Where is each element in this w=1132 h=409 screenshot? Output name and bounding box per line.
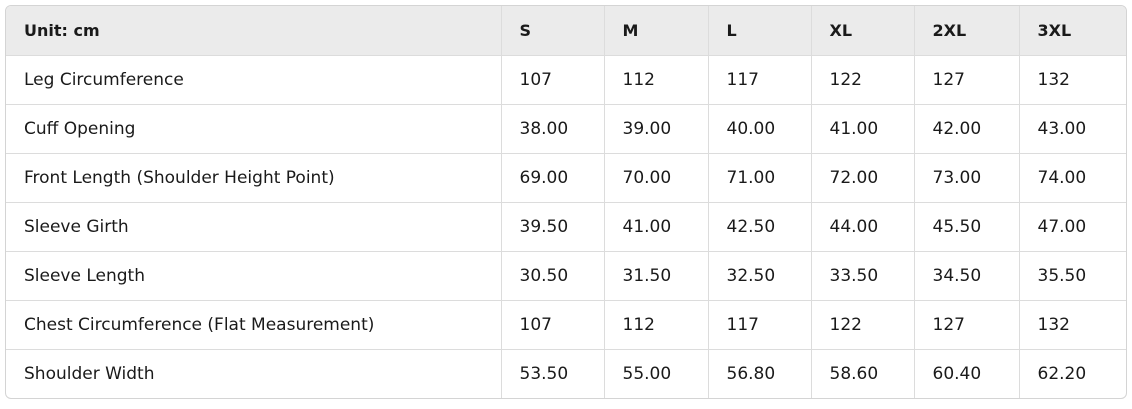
size-value: 69.00 — [500, 152, 604, 202]
table-row: Chest Circumference (Flat Measurement) 10… — [6, 299, 1126, 349]
table-body: Leg Circumference 107 112 117 122 127 132 Cuff … — [6, 54, 1126, 398]
size-value: 112 — [603, 299, 708, 349]
size-value: 117 — [707, 54, 811, 104]
header-cell: Unit: cm — [6, 6, 501, 55]
size-value: 31.50 — [603, 250, 708, 300]
size-value: 73.00 — [913, 152, 1019, 202]
header-cell: L — [707, 6, 811, 55]
table-row: Sleeve Girth 39.50 41.00 42.50 44.00 45.50 47.… — [6, 201, 1126, 251]
row-label: Front Length (Shoulder Height Point) — [6, 152, 501, 202]
size-value: 39.00 — [603, 103, 708, 153]
size-value: 38.00 — [500, 103, 604, 153]
size-value: 42.00 — [913, 103, 1019, 153]
size-value: 32.50 — [707, 250, 811, 300]
size-value: 35.50 — [1018, 250, 1126, 300]
size-value: 60.40 — [913, 348, 1019, 398]
header-cell: M — [603, 6, 708, 55]
size-value: 56.80 — [707, 348, 811, 398]
size-value: 117 — [707, 299, 811, 349]
header-cell: 3XL — [1018, 6, 1126, 55]
header-cell: 2XL — [913, 6, 1019, 55]
size-value: 71.00 — [707, 152, 811, 202]
row-label: Chest Circumference (Flat Measurement) — [6, 299, 501, 349]
size-value: 74.00 — [1018, 152, 1126, 202]
size-value: 55.00 — [603, 348, 708, 398]
table-row: Cuff Opening 38.00 39.00 40.00 41.00 42.00 43.… — [6, 103, 1126, 153]
table-row: Leg Circumference 107 112 117 122 127 132 — [6, 54, 1126, 104]
size-value: 41.00 — [603, 201, 708, 251]
size-value: 62.20 — [1018, 348, 1126, 398]
header-row: Unit: cm S M L XL 2XL 3XL — [6, 6, 1126, 55]
table-row: Sleeve Length 30.50 31.50 32.50 33.50 34.50 35… — [6, 250, 1126, 300]
size-value: 45.50 — [913, 201, 1019, 251]
size-value: 107 — [500, 54, 604, 104]
size-table-container: Unit: cm S M L XL 2XL 3XL Leg Circumference 107… — [5, 5, 1127, 399]
size-value: 132 — [1018, 299, 1126, 349]
row-label: Cuff Opening — [6, 103, 501, 153]
size-value: 47.00 — [1018, 201, 1126, 251]
size-value: 41.00 — [810, 103, 914, 153]
size-value: 44.00 — [810, 201, 914, 251]
table-row: Front Length (Shoulder Height Point) 69.0… — [6, 152, 1126, 202]
size-value: 30.50 — [500, 250, 604, 300]
size-value: 33.50 — [810, 250, 914, 300]
table-row: Shoulder Width 53.50 55.00 56.80 58.60 60.40 6… — [6, 348, 1126, 398]
size-value: 40.00 — [707, 103, 811, 153]
row-label: Leg Circumference — [6, 54, 501, 104]
row-label: Sleeve Girth — [6, 201, 501, 251]
size-value: 112 — [603, 54, 708, 104]
header-cell: S — [500, 6, 604, 55]
size-value: 43.00 — [1018, 103, 1126, 153]
size-value: 122 — [810, 54, 914, 104]
size-value: 34.50 — [913, 250, 1019, 300]
size-value: 70.00 — [603, 152, 708, 202]
size-value: 39.50 — [500, 201, 604, 251]
size-value: 127 — [913, 299, 1019, 349]
size-table: Unit: cm S M L XL 2XL 3XL Leg Circumference 107… — [6, 6, 1126, 398]
size-value: 107 — [500, 299, 604, 349]
size-value: 122 — [810, 299, 914, 349]
size-value: 127 — [913, 54, 1019, 104]
size-value: 72.00 — [810, 152, 914, 202]
size-value: 53.50 — [500, 348, 604, 398]
row-label: Shoulder Width — [6, 348, 501, 398]
header-cell: XL — [810, 6, 914, 55]
size-value: 132 — [1018, 54, 1126, 104]
size-value: 58.60 — [810, 348, 914, 398]
row-label: Sleeve Length — [6, 250, 501, 300]
size-value: 42.50 — [707, 201, 811, 251]
